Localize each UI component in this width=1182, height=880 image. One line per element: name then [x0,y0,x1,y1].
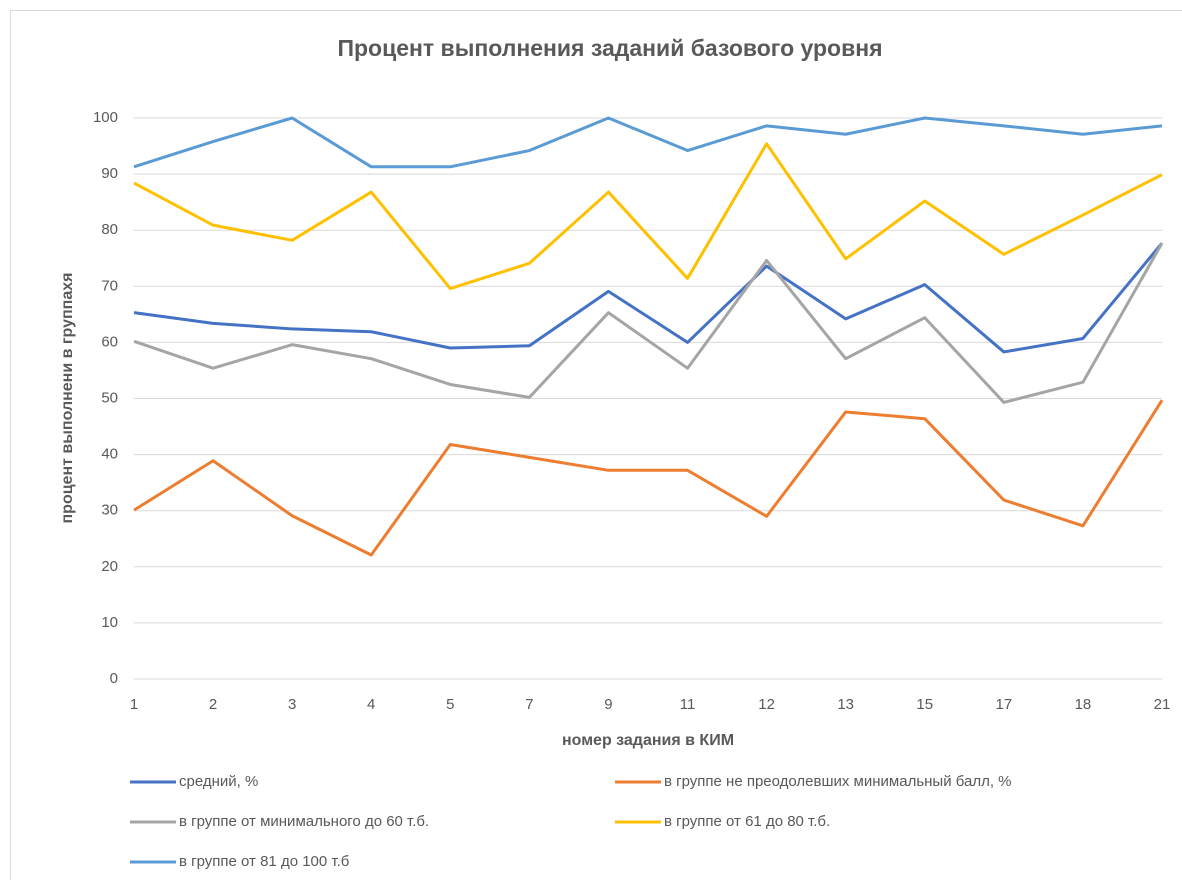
x-tick-label: 7 [525,696,533,713]
legend-label: в группе от 61 до 80 т.б. [664,813,830,830]
y-tick-label: 0 [110,670,118,687]
legend-label: в группе не преодолевших минимальный бал… [664,773,1012,790]
legend-label: в группе от 81 до 100 т.б [179,853,349,870]
x-tick-label: 4 [367,696,375,713]
x-tick-label: 13 [837,696,854,713]
x-tick-label: 1 [130,696,138,713]
legend-label: средний, % [179,773,258,790]
x-tick-label: 5 [446,696,454,713]
x-tick-label: 9 [604,696,612,713]
y-tick-label: 70 [101,277,118,294]
x-tick-label: 15 [916,696,933,713]
series-line [133,142,1163,291]
x-tick-label: 12 [758,696,775,713]
legend-label: в группе от минимального до 60 т.б. [179,813,429,830]
x-tick-label: 18 [1075,696,1092,713]
chart-title: Процент выполнения заданий базового уров… [337,35,882,61]
chart-border [10,10,1182,880]
y-tick-label: 90 [101,165,118,182]
y-tick-label: 10 [101,614,118,631]
y-tick-label: 20 [101,558,118,575]
y-tick-label: 50 [101,389,118,406]
y-tick-label: 100 [93,109,118,126]
x-axis-title: номер задания в КИМ [562,732,734,749]
x-tick-label: 2 [209,696,217,713]
y-tick-label: 40 [101,446,118,463]
series-line [133,242,1164,404]
x-tick-label: 21 [1154,696,1171,713]
y-tick-label: 30 [101,502,118,519]
series-line [133,242,1164,354]
y-axis-title: процент выполнени в группахя [59,273,76,524]
x-tick-label: 11 [680,696,696,713]
y-tick-label: 80 [101,221,118,238]
series-line [133,399,1164,557]
series-line [133,116,1163,169]
x-tick-label: 17 [996,696,1013,713]
y-tick-label: 60 [101,333,118,350]
x-tick-label: 3 [288,696,296,713]
